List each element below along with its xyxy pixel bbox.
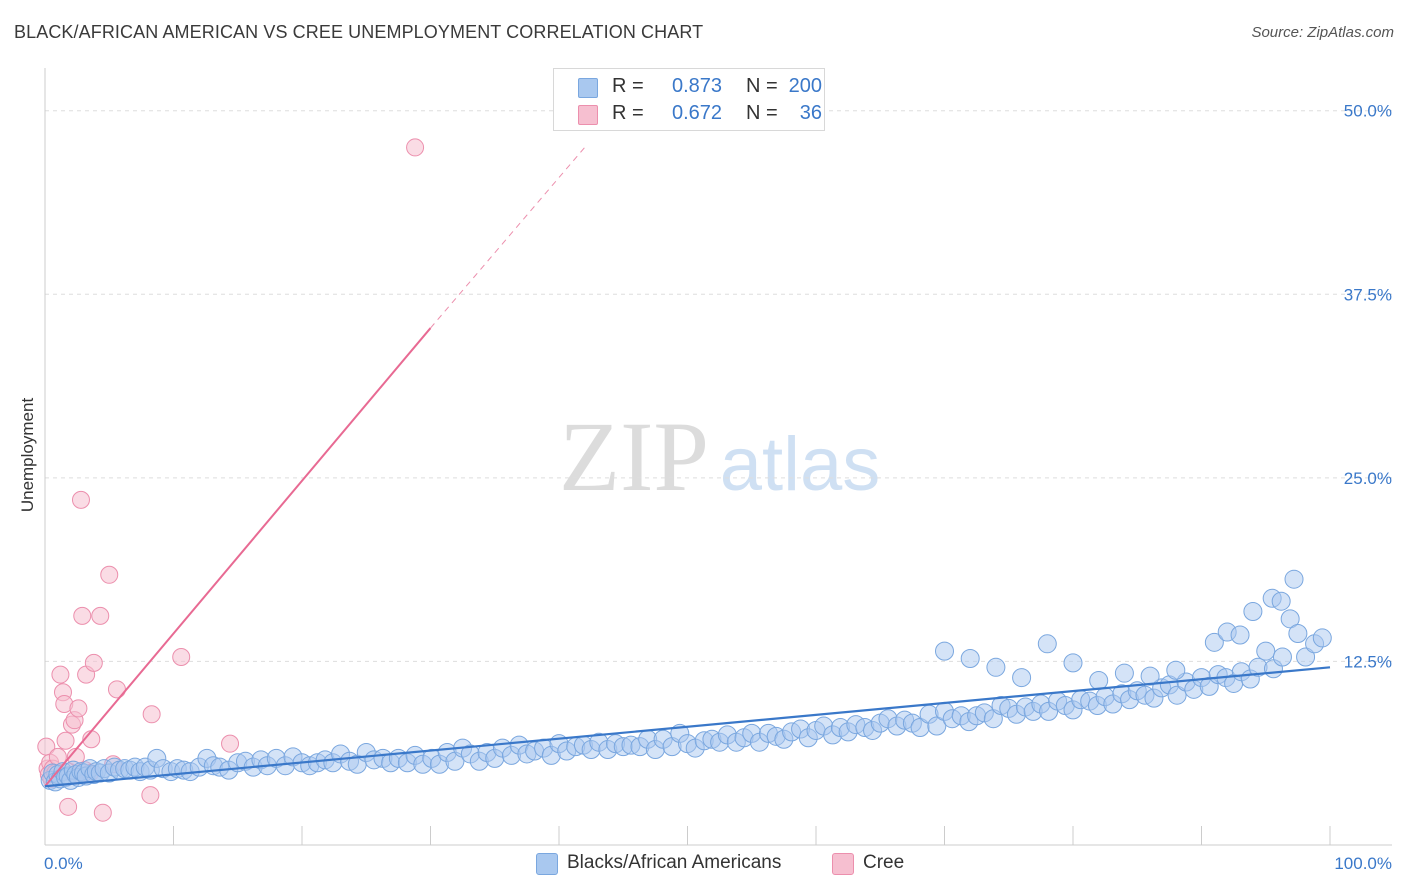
black-point [1089,671,1109,691]
cree-point [69,699,88,718]
cree-point [142,705,161,724]
trend-lines [44,147,1331,788]
black-point [1271,591,1291,611]
legend-n-value: 200 [788,75,822,97]
legend-r-label: R = [612,102,644,124]
y-tick-label: 37.5% [1344,285,1392,304]
black-point [1230,625,1250,645]
x-tick-label: 0.0% [44,854,83,873]
legend-swatch-cree [832,853,854,875]
cree-point [100,565,119,584]
watermark: ZIP atlas [559,401,880,512]
black-point [1204,632,1224,652]
legend-swatch-black [578,78,598,98]
black-point [935,641,954,661]
cree-point [141,786,160,805]
legend-r-value: 0.672 [672,102,723,124]
correlation-legend: R = 0.873 N = 200 R = 0.672 N = 36 [553,68,825,131]
black-point [1167,685,1187,705]
legend-label-cree: Cree [863,852,905,873]
black-point [1012,668,1032,688]
legend-r-label: R = [612,75,644,97]
cree-point [107,680,126,699]
black-point [1272,647,1292,667]
cree-point [91,606,110,625]
black-trend-line [44,666,1331,788]
legend-n-label: N = [746,102,778,124]
legend-label-black: Blacks/African Americans [567,852,782,873]
cree-point [73,606,92,625]
axes [44,68,1392,846]
cree-trend-extension [430,147,586,329]
cree-point [406,138,425,157]
legend-r-value: 0.873 [672,75,723,97]
black-point [1037,634,1057,654]
watermark-atlas: atlas [720,422,881,507]
y-tick-label: 25.0% [1344,469,1392,488]
black-point [1288,624,1308,644]
y-tick-label: 50.0% [1344,102,1392,121]
black-point [1063,653,1083,673]
cree-point [71,490,90,509]
black-point [960,648,980,668]
black-point [1312,628,1332,648]
cree-point [221,734,240,753]
cree-point [56,731,75,750]
tick-labels: 12.5% 25.0% 37.5% 50.0% 0.0% 100.0% [44,102,1392,873]
black-point [1284,569,1304,589]
black-point [1243,601,1263,621]
gridlines [45,110,1392,662]
black-point [986,657,1006,677]
legend-n-value: 36 [799,102,822,124]
cree-point [51,665,70,684]
cree-point [93,803,112,822]
cree-point [172,648,191,667]
black-point [927,716,947,736]
black-point [1166,660,1186,680]
black-point [1256,641,1276,661]
chart-title: BLACK/AFRICAN AMERICAN VS CREE UNEMPLOYM… [14,22,704,42]
black-point [1296,647,1316,667]
black-point [1140,666,1160,686]
watermark-zip: ZIP [559,401,709,512]
black-points [40,569,1332,792]
legend-n-label: N = [746,75,778,97]
cree-points [37,138,425,822]
legend-swatch-cree [578,105,598,125]
source-credit: Source: ZipAtlas.com [1251,24,1394,41]
black-point [1114,663,1134,683]
black-point [1280,609,1300,629]
x-tick-label: 100.0% [1334,854,1392,873]
cree-point [59,797,78,816]
legend-swatch-black [536,853,558,875]
y-tick-label: 12.5% [1344,652,1392,671]
cree-trend-line [44,327,432,787]
cree-point [84,653,103,672]
